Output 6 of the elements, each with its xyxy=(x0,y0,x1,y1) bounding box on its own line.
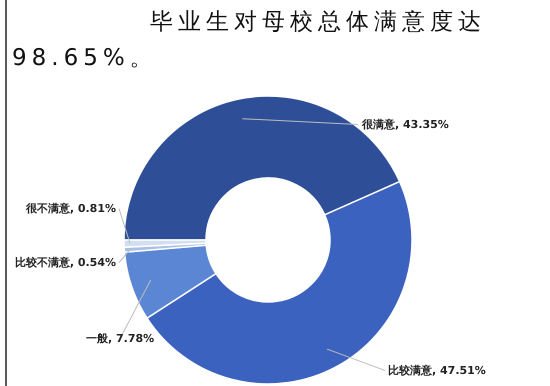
slice-label: 一般, 7.78% xyxy=(86,332,154,345)
chart-title: 毕业生对母校总体满意度达98.65%。 xyxy=(12,8,487,73)
slice-label: 比较不满意, 0.54% xyxy=(14,256,116,269)
slice-label: 很不满意, 0.81% xyxy=(24,202,116,215)
slice-label: 比较满意, 47.51% xyxy=(388,364,486,377)
slice-label: 很满意, 43.35% xyxy=(361,118,449,131)
